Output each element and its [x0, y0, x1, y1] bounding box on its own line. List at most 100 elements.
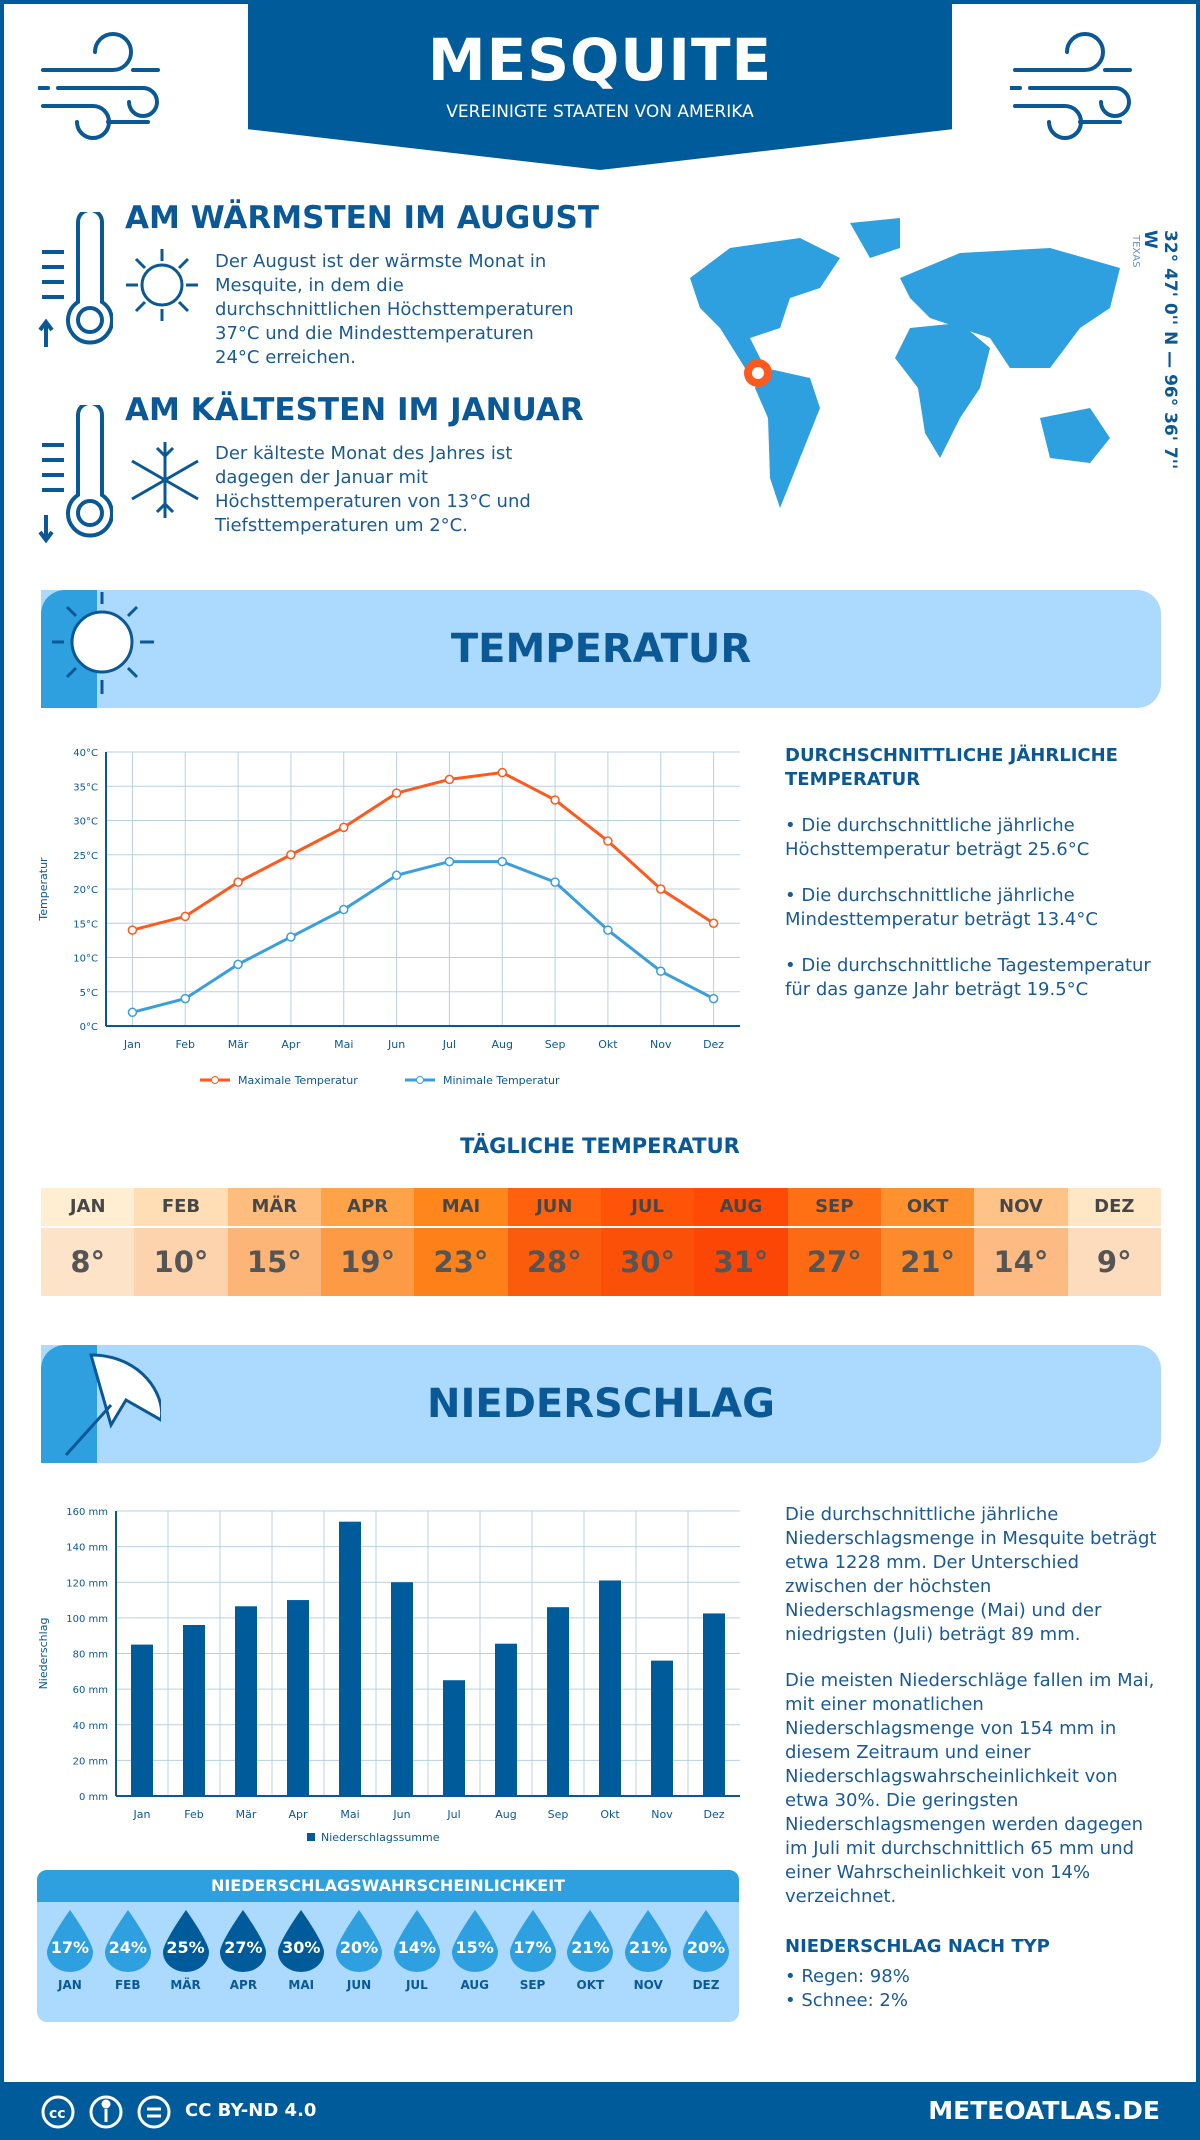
month-label: JUL: [405, 1978, 428, 1992]
bar: [703, 1613, 725, 1796]
legend-marker: [211, 1076, 219, 1084]
bar: [495, 1643, 517, 1796]
x-tick-label: Jan: [123, 1038, 141, 1051]
probability-value: 20%: [339, 1938, 379, 1957]
warmest-title: AM WÄRMSTEN IM AUGUST: [125, 200, 600, 236]
precip-info: Die durchschnittliche jährliche Niedersc…: [785, 1503, 1165, 2013]
precip-type-snow: • Schnee: 2%: [785, 1990, 908, 2011]
data-point: [550, 877, 560, 887]
month-label: JUN: [507, 1188, 601, 1226]
data-point: [391, 870, 402, 881]
bar: [131, 1644, 153, 1796]
thermometer-cold-icon: [38, 405, 113, 544]
footer: cc CC BY-ND 4.0 METEOATLAS.DE: [0, 2082, 1200, 2140]
y-tick-label: 60 mm: [73, 1685, 108, 1696]
data-point: [497, 856, 507, 867]
license-icons: cc: [41, 2095, 171, 2129]
bar: [599, 1580, 621, 1796]
month-label: NOV: [633, 1978, 663, 1992]
y-tick-label: 40 mm: [73, 1721, 108, 1732]
legend-label: Niederschlagssumme: [321, 1831, 440, 1844]
annual-temp-bullet: • Die durchschnittliche jährliche Höchst…: [785, 815, 1090, 860]
data-point: [656, 884, 666, 894]
month-label: DEZ: [692, 1978, 720, 1992]
bar: [651, 1660, 673, 1796]
daily-temp-value: 9°: [1067, 1228, 1161, 1296]
data-point: [391, 788, 402, 798]
precipitation-title: NIEDERSCHLAG: [427, 1381, 775, 1427]
temperature-section-header: TEMPERATUR: [41, 590, 1161, 708]
precipitation-probability-panel: NIEDERSCHLAGSWAHRSCHEINLICHKEIT 17% JAN 24…: [37, 1870, 739, 2022]
y-tick-label: 80 mm: [73, 1650, 108, 1661]
precipitation-section-header: NIEDERSCHLAG: [41, 1345, 1161, 1463]
y-tick-label: 20°C: [73, 885, 98, 896]
probability-value: 21%: [629, 1938, 668, 1957]
x-tick-label: Mär: [236, 1808, 257, 1821]
month-label: SEP: [787, 1188, 881, 1226]
probability-value: 14%: [397, 1938, 437, 1957]
x-tick-label: Nov: [650, 1038, 672, 1051]
site-link[interactable]: METEOATLAS.DE: [928, 2096, 1160, 2125]
month-label: DEZ: [1067, 1188, 1161, 1226]
month-label: MAI: [414, 1188, 508, 1226]
month-label: MAI: [288, 1978, 315, 1992]
data-point: [708, 993, 719, 1004]
legend-marker: [416, 1076, 424, 1084]
x-tick-label: Aug: [495, 1808, 516, 1821]
sun-icon: [126, 249, 198, 321]
bar: [235, 1606, 257, 1796]
region-label: TEXAS: [1130, 235, 1141, 268]
series-line-min: [132, 860, 715, 1014]
probability-title: NIEDERSCHLAGSWAHRSCHEINLICHKEIT: [37, 1870, 739, 1902]
x-tick-label: Jul: [446, 1808, 460, 1821]
snowflake-icon: [131, 442, 199, 518]
x-tick-label: Nov: [651, 1808, 673, 1821]
data-point: [233, 877, 243, 887]
month-label: AUG: [460, 1978, 489, 1992]
probability-item: 17% SEP: [504, 1910, 562, 1992]
month-label: JAN: [58, 1978, 82, 1992]
y-tick-label: 15°C: [73, 919, 98, 930]
x-tick-label: Sep: [545, 1038, 566, 1051]
month-label: JUN: [346, 1978, 372, 1992]
daily-temp-cell: JAN 8°: [41, 1188, 135, 1296]
y-tick-label: 100 mm: [66, 1614, 108, 1625]
daily-temp-cell: DEZ 9°: [1067, 1188, 1161, 1296]
data-point: [444, 774, 455, 785]
coldest-text: Der kälteste Monat des Jahres ist dagege…: [215, 443, 531, 536]
probability-item: 21% NOV: [619, 1910, 677, 1992]
x-tick-label: Jul: [442, 1038, 456, 1051]
legend-label: Minimale Temperatur: [443, 1074, 560, 1087]
month-label: APR: [320, 1188, 415, 1226]
y-tick-label: 0 mm: [79, 1792, 108, 1803]
data-point: [286, 932, 296, 942]
raindrop-icon: 20%: [334, 1910, 384, 1972]
daily-temp-value: 15°: [227, 1228, 321, 1296]
header-banner: MESQUITE VEREINIGTE STAATEN VON AMERIKA: [248, 0, 952, 170]
data-point: [444, 856, 455, 867]
data-point: [180, 911, 190, 922]
data-point: [603, 836, 613, 846]
daily-temp-value: 31°: [694, 1228, 788, 1296]
x-tick-label: Jun: [392, 1808, 410, 1821]
legend-label: Maximale Temperatur: [238, 1074, 358, 1087]
data-point: [550, 795, 560, 805]
month-label: JUL: [600, 1188, 695, 1226]
probability-value: 15%: [455, 1938, 494, 1957]
probability-item: 30% MAI: [272, 1910, 330, 1992]
raindrop-icon: 20%: [681, 1910, 731, 1972]
month-label: MÄR: [227, 1188, 321, 1226]
probability-value: 17%: [513, 1938, 552, 1957]
data-point: [708, 918, 719, 928]
temperature-title: TEMPERATUR: [450, 626, 752, 672]
y-tick-label: 25°C: [73, 851, 98, 862]
probability-value: 20%: [686, 1938, 726, 1957]
daily-temp-cell: SEP 27°: [787, 1188, 881, 1296]
x-tick-label: Dez: [703, 1808, 724, 1821]
daily-temp-value: 21°: [880, 1228, 975, 1296]
daily-temp-value: 27°: [787, 1228, 881, 1296]
daily-temp-cell: OKT 21°: [880, 1188, 975, 1296]
x-tick-label: Okt: [598, 1038, 618, 1051]
probability-value: 25%: [166, 1938, 205, 1957]
bar: [391, 1582, 413, 1796]
